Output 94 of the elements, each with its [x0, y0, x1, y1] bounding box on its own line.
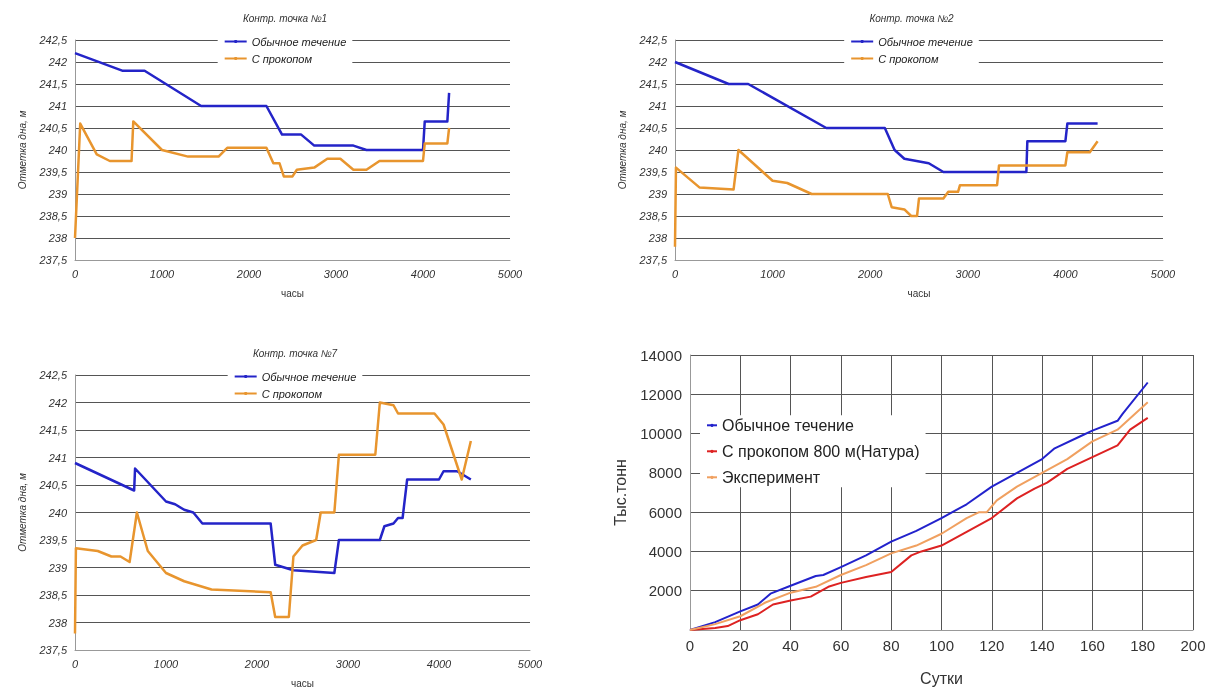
x-axis-title: часы: [281, 287, 304, 299]
y-tick-label: 238,5: [38, 210, 68, 222]
x-tick-label: 1000: [760, 267, 786, 280]
y-tick-label: 241,5: [638, 78, 668, 90]
x-tick-label: 2000: [243, 657, 271, 670]
y-tick-label: 240,5: [638, 122, 668, 134]
x-axis-title: часы: [291, 677, 314, 689]
y-tick-label: 240: [47, 506, 68, 519]
y-tick-label: 242: [47, 56, 67, 68]
x-tick-label: 2000: [856, 267, 884, 280]
y-tick-label: 239: [47, 188, 67, 200]
y-tick-label: 241: [47, 100, 67, 112]
y-tick-label: 239,5: [38, 534, 68, 546]
y-tick-label: 241,5: [38, 78, 68, 90]
y-tick-label: 14000: [640, 346, 682, 364]
y-axis-title: Отметка дна, м: [16, 473, 28, 552]
y-axis-title: Отметка дна, м: [616, 110, 628, 190]
y-tick-label: 242: [47, 396, 67, 409]
y-tick-label: 242,5: [38, 34, 68, 46]
legend-label: Обычное течение: [251, 35, 347, 48]
line-series: [73, 120, 451, 240]
x-tick-label: 3000: [955, 267, 981, 280]
x-tick-label: 5000: [517, 657, 544, 670]
x-axis-title: Сутки: [920, 669, 963, 687]
y-axis-title: Тыс.тонн: [611, 459, 629, 526]
legend-label: С прокопом: [261, 387, 323, 400]
y-tick-label: 241: [647, 100, 667, 112]
legend-label: С прокопом: [878, 52, 939, 65]
x-tick-label: 2000: [235, 267, 263, 280]
x-tick-label: 80: [882, 637, 900, 654]
y-tick-label: 8000: [648, 464, 682, 482]
x-tick-label: 200: [1180, 637, 1206, 654]
y-tick-label: 241,5: [38, 424, 68, 436]
x-axis-title: часы: [907, 287, 931, 299]
y-tick-label: 238: [47, 232, 68, 244]
line-series: [73, 401, 473, 635]
x-tick-label: 60: [832, 637, 850, 654]
y-tick-label: 237,5: [38, 644, 68, 656]
y-tick-label: 10000: [640, 425, 682, 443]
x-tick-label: 40: [782, 637, 799, 654]
y-tick-label: 238,5: [638, 210, 668, 222]
legend-label: Обычное течение: [722, 416, 855, 434]
x-tick-label: 100: [928, 637, 955, 654]
chart-title: Контр. точка №2: [869, 12, 955, 24]
legend-label: С прокопом 800 м(Натура): [722, 442, 920, 460]
x-tick-label: 4000: [1053, 267, 1079, 280]
x-tick-label: 4000: [410, 267, 437, 280]
chart-title: Контр. точка №7: [252, 347, 338, 359]
x-tick-label: 1000: [153, 657, 180, 670]
x-tick-label: 4000: [426, 657, 453, 670]
y-tick-label: 242,5: [38, 369, 68, 381]
y-tick-label: 238: [47, 616, 68, 629]
x-tick-label: 3000: [335, 657, 362, 670]
x-tick-label: 140: [1029, 637, 1055, 654]
x-tick-label: 0: [671, 267, 679, 280]
y-tick-label: 240,5: [38, 122, 68, 134]
y-tick-label: 4000: [648, 542, 682, 560]
line-series: [73, 461, 473, 575]
line-series: [673, 139, 1099, 249]
x-tick-label: 5000: [1150, 267, 1177, 280]
y-tick-label: 242,5: [638, 34, 668, 46]
legend-label: С прокопом: [251, 52, 313, 65]
y-tick-label: 240,5: [38, 479, 68, 491]
y-tick-label: 239: [47, 561, 67, 574]
x-tick-label: 160: [1079, 637, 1105, 654]
y-tick-label: 2000: [648, 582, 682, 600]
y-axis-title: Отметка дна, м: [16, 110, 28, 190]
x-tick-label: 0: [71, 267, 79, 280]
y-tick-label: 239: [647, 188, 667, 200]
y-tick-label: 237,5: [638, 254, 668, 266]
y-tick-label: 241: [47, 451, 67, 464]
y-tick-label: 238: [647, 232, 668, 244]
y-tick-label: 242: [647, 56, 667, 68]
y-tick-label: 237,5: [38, 254, 68, 266]
legend-label: Эксперимент: [722, 468, 821, 486]
x-tick-label: 3000: [323, 267, 350, 280]
x-tick-label: 1000: [149, 267, 176, 280]
y-tick-label: 6000: [648, 503, 682, 521]
x-tick-label: 5000: [497, 267, 524, 280]
y-tick-label: 239,5: [638, 166, 668, 178]
x-tick-label: 0: [71, 657, 79, 670]
legend-label: Обычное течение: [878, 35, 973, 48]
y-tick-label: 240: [647, 144, 668, 156]
y-tick-label: 12000: [640, 385, 682, 403]
y-tick-label: 238,5: [38, 589, 68, 601]
x-tick-label: 180: [1130, 637, 1156, 654]
x-tick-label: 0: [685, 637, 695, 654]
x-tick-label: 20: [731, 637, 749, 654]
x-tick-label: 120: [979, 637, 1005, 654]
legend-label: Обычное течение: [261, 370, 357, 383]
y-tick-label: 240: [47, 144, 68, 156]
line-series: [73, 51, 451, 152]
y-tick-label: 239,5: [38, 166, 68, 178]
chart-title: Контр. точка №1: [242, 12, 328, 24]
